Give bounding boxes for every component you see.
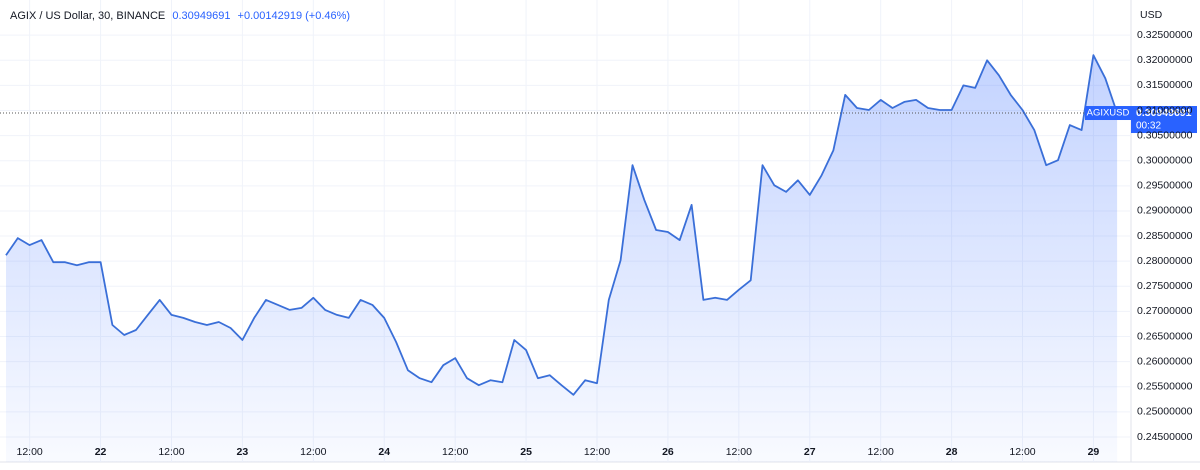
header: AGIX / US Dollar, 30, BINANCE 0.30949691… (10, 10, 350, 22)
y-tick-label: 0.26500000 (1137, 330, 1193, 342)
y-tick-label: 0.31000000 (1137, 104, 1193, 116)
y-tick-label: 0.32500000 (1137, 29, 1193, 41)
x-tick-label: 27 (804, 446, 816, 458)
price-tag: AGIXUSD 0.30949691 00:32 (1085, 106, 1197, 134)
y-tick-label: 0.28500000 (1137, 230, 1193, 242)
x-tick-label: 29 (1088, 446, 1100, 458)
x-tick-label: 12:00 (16, 446, 42, 458)
y-tick-label: 0.25500000 (1137, 381, 1193, 393)
y-tick-label: 0.29000000 (1137, 205, 1193, 217)
x-tick-label: 12:00 (1009, 446, 1035, 458)
area-fill (6, 55, 1118, 462)
x-tick-label: 26 (662, 446, 674, 458)
plot (0, 54, 1131, 462)
y-tick-label: 0.25000000 (1137, 406, 1193, 418)
x-tick-label: 12:00 (300, 446, 326, 458)
y-tick-label: 0.24500000 (1137, 431, 1193, 443)
y-tick-label: 0.30500000 (1137, 129, 1193, 141)
y-tick-label: 0.29500000 (1137, 180, 1193, 192)
y-tick-label: 0.30000000 (1137, 154, 1193, 166)
y-tick-label: 0.32000000 (1137, 54, 1193, 66)
tag-symbol-bg (1085, 106, 1131, 121)
x-tick-label: 12:00 (726, 446, 752, 458)
price-line (5, 54, 1118, 396)
tag-symbol: AGIXUSD (1087, 108, 1130, 119)
y-tick-label: 0.27000000 (1137, 305, 1193, 317)
x-tick-label: 28 (946, 446, 958, 458)
tag-countdown: 00:32 (1136, 121, 1161, 132)
tag-price: 0.30949691 (1136, 107, 1192, 119)
x-tick-label: 24 (378, 446, 390, 458)
symbol-info: AGIX / US Dollar, 30, BINANCE (10, 10, 165, 22)
y-tick-label: 0.28000000 (1137, 255, 1193, 267)
last-price: 0.30949691 (172, 10, 230, 22)
y-tick-label: 0.31500000 (1137, 79, 1193, 91)
x-tick-label: 12:00 (868, 446, 894, 458)
y-tick-label: 0.27500000 (1137, 280, 1193, 292)
x-tick-label: 22 (95, 446, 107, 458)
x-tick-label: 12:00 (584, 446, 610, 458)
x-tick-label: 12:00 (442, 446, 468, 458)
x-tick-label: 23 (237, 446, 249, 458)
x-tick-label: 12:00 (158, 446, 184, 458)
tag-price-bg (1131, 106, 1197, 134)
axis-unit: USD (1140, 9, 1163, 21)
price-change: +0.00142919 (+0.46%) (238, 10, 351, 22)
y-tick-label: 0.26000000 (1137, 355, 1193, 367)
x-tick-label: 25 (520, 446, 532, 458)
